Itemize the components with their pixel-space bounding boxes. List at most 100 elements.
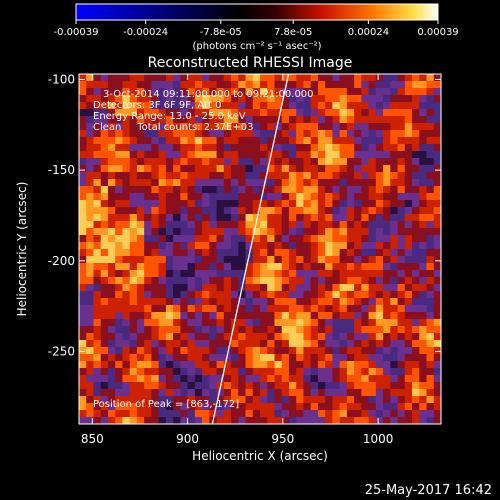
heatmap-cell [165, 354, 174, 362]
heatmap-cell [223, 249, 232, 257]
heatmap-cell [79, 172, 87, 180]
heatmap-cell [209, 305, 217, 313]
heatmap-cell [310, 179, 319, 187]
heatmap-cell [144, 88, 152, 96]
heatmap-cell [115, 312, 123, 320]
heatmap-cell [412, 116, 420, 124]
heatmap-cell [303, 81, 312, 89]
heatmap-cell [332, 95, 341, 103]
heatmap-cell [288, 417, 297, 424]
heatmap-cell [100, 270, 109, 278]
heatmap-cell [151, 214, 160, 222]
heatmap-cell [303, 256, 312, 264]
heatmap-cell [296, 291, 304, 299]
heatmap-cell [288, 193, 297, 201]
heatmap-cell [412, 242, 420, 250]
heatmap-cell [245, 347, 254, 355]
heatmap-cell [375, 326, 384, 334]
heatmap-cell [412, 172, 420, 180]
heatmap-cell [317, 389, 326, 397]
heatmap-cell [325, 81, 333, 89]
heatmap-cell [129, 193, 138, 201]
heatmap-cell [426, 396, 435, 404]
heatmap-cell [419, 270, 427, 278]
heatmap-cell [288, 368, 297, 376]
heatmap-cell [187, 389, 196, 397]
heatmap-cell [383, 389, 391, 397]
heatmap-cell [173, 382, 181, 390]
heatmap-cell [419, 242, 427, 250]
heatmap-cell [202, 200, 210, 208]
heatmap-cell [346, 179, 355, 187]
heatmap-cell [397, 312, 406, 320]
heatmap-cell [397, 130, 406, 138]
heatmap-cell [419, 235, 427, 243]
heatmap-cell [115, 319, 123, 327]
heatmap-cell [100, 235, 109, 243]
heatmap-cell [122, 179, 131, 187]
heatmap-cell [404, 221, 413, 229]
heatmap-cell [260, 256, 268, 264]
heatmap-cell [194, 375, 203, 383]
heatmap-cell [209, 382, 217, 390]
colorbar-tick-label: -7.8e-05 [200, 27, 242, 38]
heatmap-cell [390, 186, 398, 194]
heatmap-cell [136, 207, 145, 215]
heatmap-cell [419, 214, 427, 222]
heatmap-cell [223, 74, 232, 82]
heatmap-cell [397, 340, 406, 348]
heatmap-cell [231, 74, 239, 82]
heatmap-cell [375, 256, 384, 264]
heatmap-cell [274, 298, 283, 306]
heatmap-cell [93, 382, 102, 390]
heatmap-cell [151, 186, 160, 194]
colorbar-gradient [75, 3, 439, 21]
heatmap-cell [296, 95, 304, 103]
heatmap-cell [375, 312, 384, 320]
heatmap-cell [194, 249, 203, 257]
heatmap-cell [209, 179, 217, 187]
heatmap-cell [122, 207, 131, 215]
heatmap-cell [404, 263, 413, 271]
heatmap-cell [115, 256, 123, 264]
heatmap-cell [433, 270, 441, 278]
heatmap-cell [151, 193, 160, 201]
heatmap-cell [368, 109, 377, 117]
heatmap-cell [419, 305, 427, 313]
heatmap-cell [354, 305, 362, 313]
heatmap-cell [288, 74, 297, 82]
heatmap-cell [317, 88, 326, 96]
heatmap-cell [165, 326, 174, 334]
heatmap-cell [129, 221, 138, 229]
heatmap-cell [144, 361, 152, 369]
heatmap-cell [317, 123, 326, 131]
heatmap-cell [303, 263, 312, 271]
heatmap-cell [412, 291, 420, 299]
heatmap-cell [419, 165, 427, 173]
heatmap-cell [281, 172, 290, 180]
heatmap-cell [383, 375, 391, 383]
y-tick-label: -200 [48, 254, 75, 268]
heatmap-cell [303, 277, 312, 285]
heatmap-cell [158, 165, 167, 173]
heatmap-cell [79, 228, 87, 236]
heatmap-cell [238, 207, 246, 215]
heatmap-cell [303, 298, 312, 306]
heatmap-cell [144, 242, 152, 250]
heatmap-cell [383, 298, 391, 306]
heatmap-cell [267, 270, 275, 278]
heatmap-cell [310, 333, 319, 341]
heatmap-cell [79, 137, 87, 145]
heatmap-cell [317, 186, 326, 194]
heatmap-cell [202, 207, 210, 215]
heatmap-cell [426, 179, 435, 187]
heatmap-cell [339, 284, 348, 292]
heatmap-cell [274, 382, 283, 390]
heatmap-cell [303, 214, 312, 222]
heatmap-cell [136, 74, 145, 82]
heatmap-cell [375, 116, 384, 124]
heatmap-cell [397, 235, 406, 243]
heatmap-cell [274, 291, 283, 299]
heatmap-cell [173, 312, 181, 320]
heatmap-cell [151, 403, 160, 411]
